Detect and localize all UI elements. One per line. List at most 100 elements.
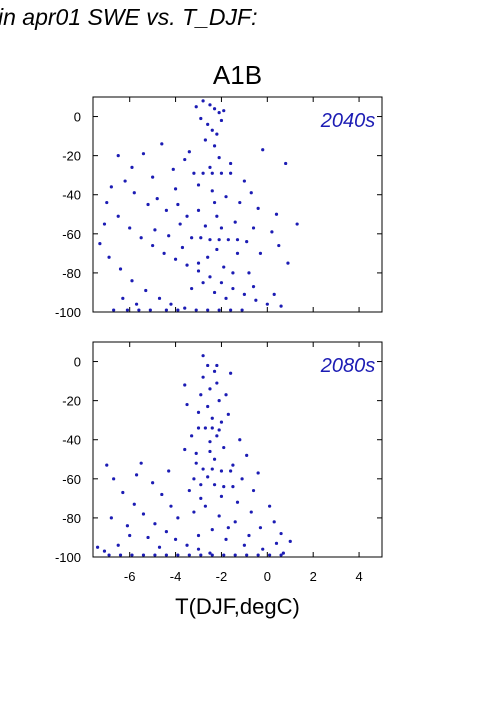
data-point [109, 516, 113, 520]
data-point [212, 483, 217, 487]
x-tick-label: 4 [355, 569, 362, 584]
data-point [256, 206, 260, 211]
data-point [286, 261, 290, 265]
data-point [199, 496, 203, 500]
data-point [185, 402, 189, 407]
data-point [180, 245, 185, 250]
data-point [249, 191, 253, 195]
x-axis-label: T(DJF,degC) [175, 594, 300, 619]
data-point [185, 263, 189, 267]
data-point [164, 553, 168, 557]
data-point [258, 251, 263, 255]
data-point [215, 434, 219, 438]
data-point [187, 150, 191, 154]
data-point [224, 393, 228, 397]
data-point [284, 161, 288, 166]
data-point [173, 257, 178, 261]
data-point [102, 549, 107, 553]
data-point [203, 224, 207, 228]
data-point [146, 535, 150, 540]
data-point [265, 302, 269, 306]
data-point [178, 222, 182, 226]
data-point [107, 553, 111, 557]
data-point [141, 152, 146, 156]
data-point [235, 500, 240, 504]
data-point [176, 308, 180, 312]
data-point [212, 457, 217, 461]
data-point [141, 512, 146, 516]
x-tick-label: -4 [170, 569, 182, 584]
data-point [231, 271, 235, 275]
data-point [196, 533, 201, 538]
data-point [137, 308, 141, 312]
y-tick-label: -40 [62, 188, 81, 203]
data-point [95, 545, 100, 549]
y-tick-label: 0 [74, 355, 81, 370]
data-point [217, 308, 221, 312]
data-point [233, 553, 237, 557]
data-point [116, 543, 120, 547]
data-point [199, 393, 203, 397]
data-point [219, 118, 224, 123]
data-point [208, 449, 212, 454]
y-tick-label: -80 [62, 266, 81, 281]
y-tick-label: -20 [62, 149, 81, 164]
panel-1: 0 -20 -40 -60 -80 -100 2040s [55, 96, 383, 320]
data-point [146, 202, 150, 207]
data-point [148, 308, 152, 312]
data-point [125, 308, 130, 312]
data-point [194, 451, 198, 456]
data-point [155, 197, 159, 201]
data-point [183, 306, 187, 310]
y-tick-label: -60 [62, 227, 81, 242]
data-point [272, 520, 276, 524]
data-point [130, 279, 134, 283]
y-tick-label: 0 [74, 110, 81, 125]
data-point [274, 212, 279, 216]
data-point [226, 526, 230, 530]
data-point [229, 469, 233, 473]
data-point [215, 132, 219, 136]
data-point [210, 128, 214, 132]
y-tick-label: -100 [55, 305, 81, 320]
data-point [132, 502, 136, 506]
data-point [173, 187, 178, 191]
data-point [105, 200, 109, 205]
data-point [274, 541, 279, 545]
data-point [121, 296, 125, 300]
data-point [176, 553, 180, 557]
data-point [242, 292, 246, 297]
data-point [219, 420, 224, 424]
data-point [268, 504, 272, 508]
data-point [196, 426, 201, 430]
data-point [183, 447, 187, 452]
data-point [107, 255, 111, 259]
x-tick-label: 0 [264, 569, 271, 584]
data-point [151, 175, 155, 179]
data-point [231, 286, 235, 291]
data-point [219, 494, 224, 499]
data-point [233, 220, 237, 224]
data-point [134, 302, 139, 306]
data-point [247, 533, 251, 538]
data-point [208, 551, 212, 555]
data-point [215, 381, 219, 385]
data-point [132, 191, 136, 195]
data-point [199, 483, 203, 487]
y-tick-label: -100 [55, 550, 81, 565]
data-point [187, 553, 191, 557]
data-point [130, 553, 134, 557]
decade-annotation: 2080s [320, 355, 376, 377]
data-point [151, 481, 155, 485]
data-point [233, 520, 237, 524]
data-point [162, 251, 166, 255]
data-point [102, 222, 107, 226]
data-point [187, 488, 191, 493]
data-point [196, 410, 201, 414]
data-point [249, 510, 253, 514]
data-point [219, 171, 224, 175]
data-point [251, 284, 256, 289]
data-point [261, 547, 265, 551]
data-point [217, 155, 221, 160]
